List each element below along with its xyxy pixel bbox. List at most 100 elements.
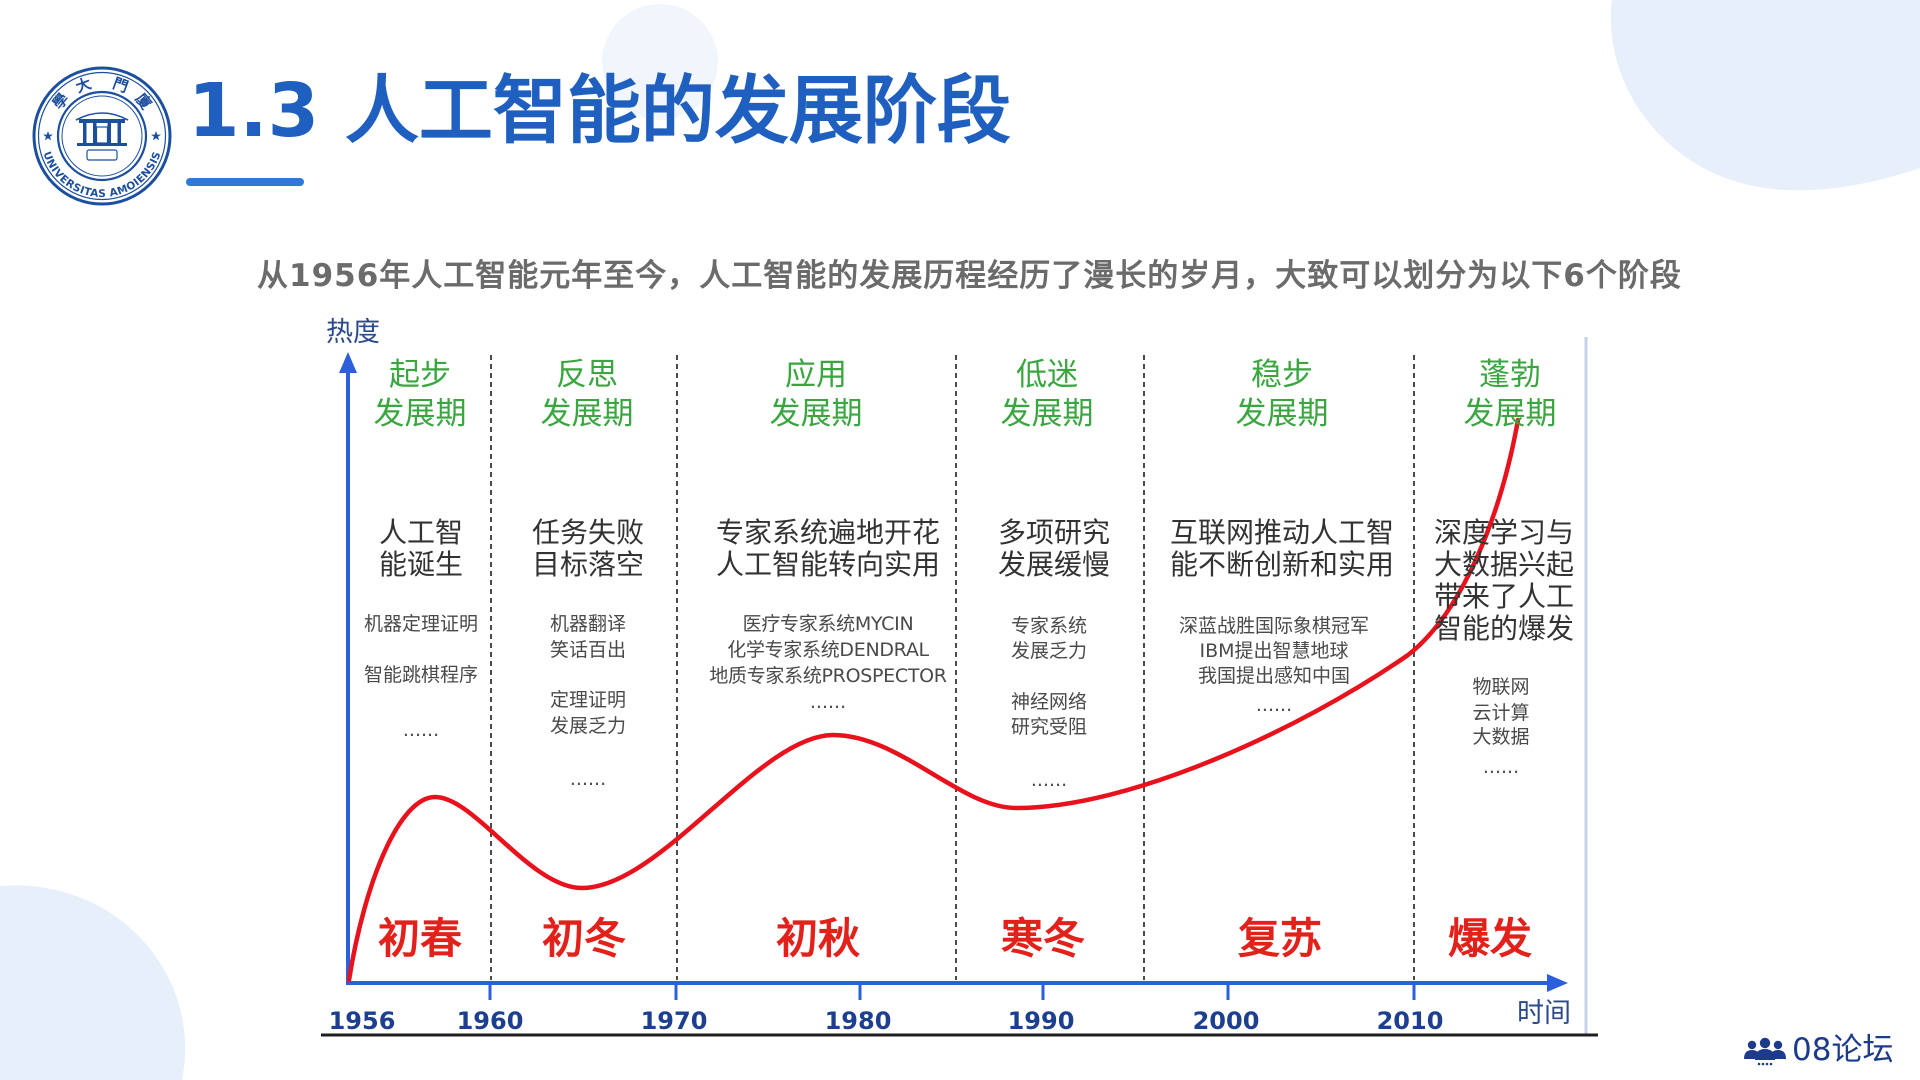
phase-detail: 发展乏力 [549,715,627,737]
phase-summary-line: 人工智 [378,516,464,549]
phase-detail: ...... [1482,756,1520,778]
phase-name: 低迷 发展期 [1001,356,1094,434]
x-axis-arrow-icon [1547,974,1568,992]
phase-detail: ...... [402,719,440,741]
phase-detail: 我国提出感知中国 [1197,665,1351,687]
y-axis-arrow-icon [339,352,357,373]
phase-detail: 地质专家系统PROSPECTOR [709,665,947,687]
phase-name-line: 发展期 [1235,396,1329,432]
phase-season-label: 初秋 [775,914,861,963]
phase-detail: 发展乏力 [1010,640,1088,662]
phase-summary-line: 带来了人工 [1433,580,1575,613]
phase-summary: 多项研究 发展缓慢 [998,517,1110,581]
phase-summary-line: 智能的爆发 [1433,612,1575,645]
phase-summary-line: 人工智能转向实用 [715,548,941,581]
phase-detail: 大数据 [1472,726,1530,748]
phase-name: 稳步 发展期 [1236,356,1329,434]
phase-name-line: 发展期 [1000,396,1094,432]
y-axis-label: 热度 [326,317,380,348]
phase-name-line: 起步 [389,357,451,393]
phase-season-label: 爆发 [1447,914,1533,963]
phase-name-line: 发展期 [769,396,863,432]
phase-name: 反思 发展期 [541,356,634,434]
phase-detail: 机器定理证明 [363,613,479,635]
seal-char: 大 [73,74,93,96]
phase-season-label: 复苏 [1237,914,1323,963]
title-underline-bar [186,178,304,186]
seal-outer-inner-ring [37,71,167,201]
year-label: 1980 [824,1007,892,1035]
phase-summary-line: 多项研究 [997,516,1111,549]
seal-star-right-icon [151,131,161,141]
bottom-left-blob [0,885,186,1080]
year-label: 2010 [1376,1007,1444,1035]
phase-detail: ...... [809,691,847,713]
heat-curve [346,417,1521,983]
phase-season-label: 初春 [377,914,463,963]
x-axis-label: 时间 [1517,998,1571,1029]
phase-summary: 深度学习与 大数据兴起 带来了人工 智能的爆发 [1434,517,1574,645]
phase-name-line: 发展期 [373,396,467,432]
phase-detail: 研究受阻 [1010,716,1088,738]
phase-name-line: 应用 [785,357,847,393]
seal-inner-ring [56,90,148,182]
phase-summary: 任务失败 目标落空 [532,517,644,581]
year-label: 1990 [1007,1007,1075,1035]
phase-detail: 神经网络 [1010,691,1088,713]
university-seal-logo: 學 大 門 廈 UNIVERSITAS AMOIENSIS [32,66,172,206]
phase-summary-line: 深度学习与 [1433,516,1575,549]
phase-detail: ...... [1030,769,1068,791]
phase-detail: 化学专家系统DENDRAL [727,639,929,661]
phase-name-line: 发展期 [1463,396,1557,432]
phase-summary-line: 专家系统遍地开花 [715,516,941,549]
phase-detail: 机器翻译 [549,613,627,635]
year-label: 1956 [328,1007,396,1035]
people-group-icon [1744,1037,1786,1066]
phase-detail: 医疗专家系统MYCIN [742,613,914,635]
phase-summary-line: 能不断创新和实用 [1169,548,1395,581]
phase-name: 应用 发展期 [770,356,863,434]
title-faint-circle [602,4,718,120]
phase-summary: 互联网推动人工智 能不断创新和实用 [1170,517,1394,581]
phase-summary-line: 大数据兴起 [1433,548,1575,581]
phase-summary-line: 能诞生 [378,548,464,581]
phase-detail: 智能跳棋程序 [363,664,479,686]
phase-season-label: 寒冬 [1000,914,1086,963]
phase-name-line: 蓬勃 [1479,357,1541,393]
watermark-text: 08论坛 [1792,1032,1894,1068]
phase-name-line: 反思 [556,357,618,393]
year-label: 2000 [1192,1007,1260,1035]
phase-name: 起步 发展期 [374,356,467,434]
phase-detail: ...... [1255,694,1293,716]
page-title: 1.3 人工智能的发展阶段 [188,68,1011,154]
phase-summary-line: 互联网推动人工智 [1169,516,1395,549]
seal-star-left-icon [43,131,53,141]
phase-detail: ...... [569,768,607,790]
seal-inner-thin-ring [61,95,143,177]
phase-detail: 深蓝战胜国际象棋冠军 [1178,615,1370,637]
year-label: 1960 [456,1007,524,1035]
seal-building-icon [75,112,129,161]
seal-char: 門 [110,74,130,96]
phase-summary: 人工智 能诞生 [379,517,463,581]
phase-summary: 专家系统遍地开花 人工智能转向实用 [716,517,940,581]
top-right-blob [1610,0,1920,191]
phase-detail: 专家系统 [1010,615,1088,637]
phase-detail: IBM提出智慧地球 [1199,640,1349,662]
phase-name-line: 低迷 [1016,357,1078,393]
phase-detail: 笑话百出 [549,639,627,661]
seal-outer-ring [32,66,172,206]
phase-name-line: 稳步 [1251,357,1313,393]
phase-summary-line: 任务失败 [531,516,645,549]
phase-name: 蓬勃 发展期 [1464,356,1557,434]
phase-detail: 物联网 [1472,676,1530,698]
phase-season-label: 初冬 [541,914,627,963]
year-label: 1970 [640,1007,708,1035]
phase-summary-line: 目标落空 [531,548,645,581]
phase-detail: 云计算 [1472,702,1530,724]
phase-summary-line: 发展缓慢 [997,548,1111,581]
phase-name-line: 发展期 [540,396,634,432]
